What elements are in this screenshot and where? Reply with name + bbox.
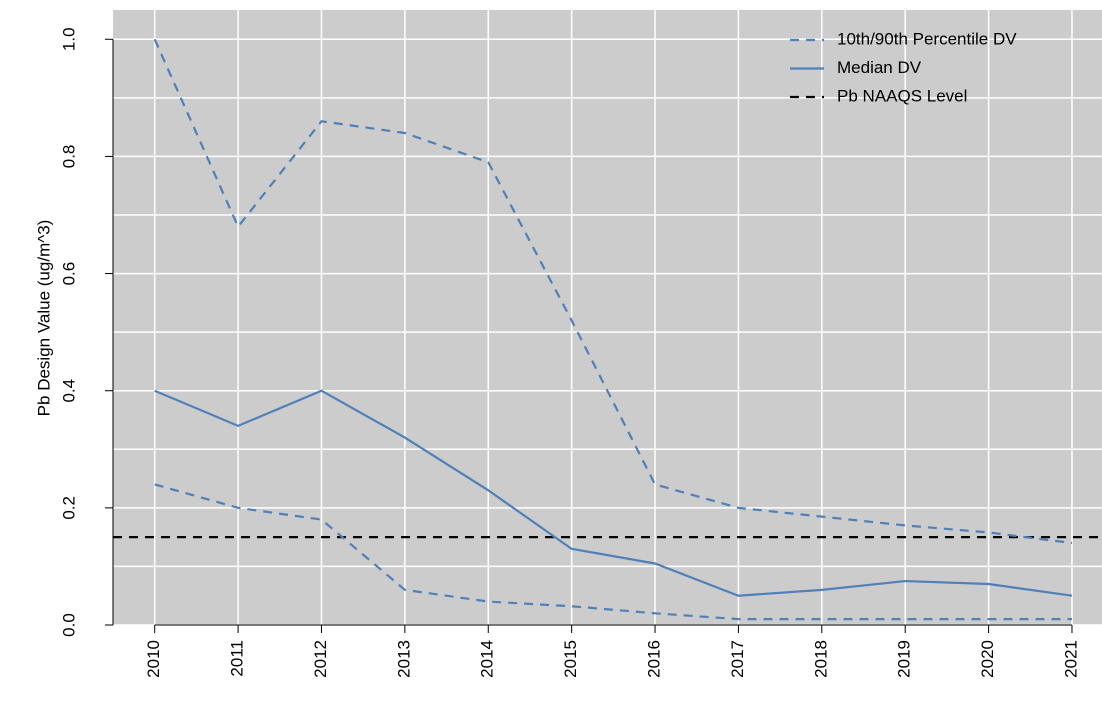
series-line — [153, 38, 1073, 545]
y-axis-label: Pb Design Value (ug/m^3) — [34, 220, 53, 417]
y-tick-label: 0.4 — [59, 379, 78, 403]
x-tick-label: 2011 — [228, 640, 247, 677]
x-tick-label: 2015 — [561, 640, 580, 678]
y-tick-label: 1.0 — [59, 27, 78, 51]
x-tick-label: 2021 — [1061, 640, 1080, 678]
y-tick-label: 0.6 — [59, 262, 78, 286]
x-tick-label: 2014 — [478, 640, 497, 678]
series-line — [154, 389, 1073, 597]
x-tick-label: 2019 — [895, 640, 914, 678]
y-tick-label: 0.2 — [59, 496, 78, 520]
x-tick-label: 2017 — [728, 640, 747, 678]
y-tick-label: 0.8 — [59, 145, 78, 169]
legend-label: Median DV — [837, 58, 922, 77]
x-tick-label: 2018 — [811, 640, 830, 678]
y-tick-label: 0.0 — [59, 613, 78, 637]
x-tick-label: 2012 — [311, 640, 330, 678]
x-tick-label: 2010 — [144, 640, 163, 678]
legend-label: Pb NAAQS Level — [837, 86, 967, 105]
plot-background — [113, 10, 1102, 625]
x-tick-label: 2016 — [645, 640, 664, 678]
x-tick-label: 2020 — [978, 640, 997, 678]
x-tick-label: 2013 — [394, 640, 413, 678]
legend-label: 10th/90th Percentile DV — [837, 29, 1017, 48]
